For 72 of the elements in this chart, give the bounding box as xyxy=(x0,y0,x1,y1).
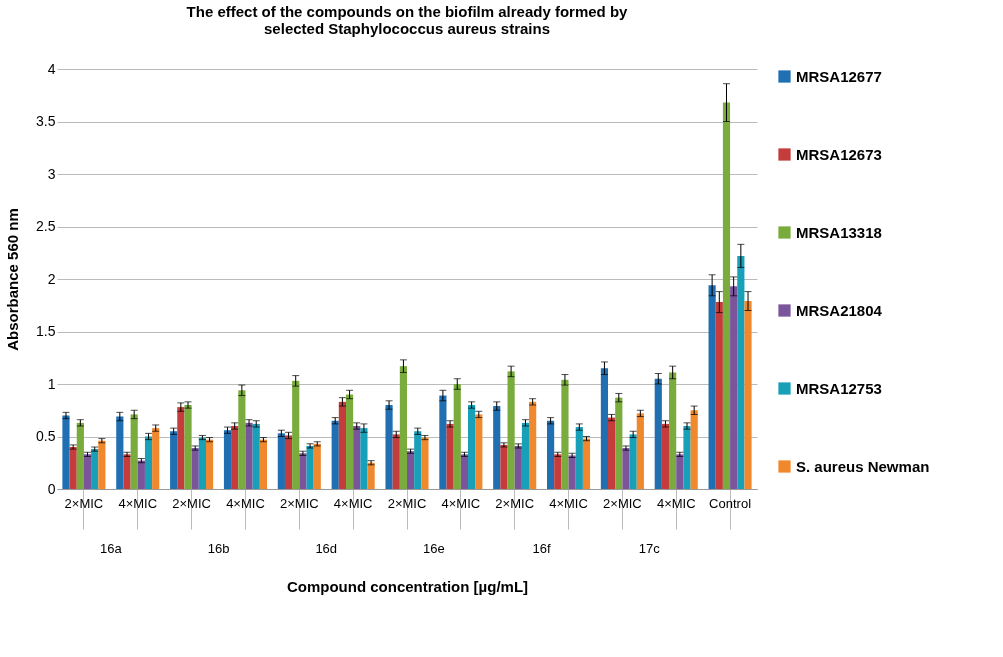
bar xyxy=(582,438,591,489)
y-tick-label: 0.5 xyxy=(36,428,56,444)
bar xyxy=(367,462,375,489)
chart-title: The effect of the compounds on the biofilm already formed by selected Staphylococcus aureus strains xyxy=(186,3,629,37)
bar xyxy=(615,397,623,489)
bar xyxy=(360,428,368,489)
bar xyxy=(493,406,501,489)
x-tick-label: 4×MIC xyxy=(441,495,481,511)
text: 17c xyxy=(638,541,661,556)
bar xyxy=(259,439,267,489)
y-tick-label: 1.5 xyxy=(36,323,56,339)
bar xyxy=(238,390,246,489)
x-tick-label: 4×MIC xyxy=(549,495,588,511)
bar xyxy=(514,445,522,489)
y-tick-label: 0 xyxy=(47,480,56,497)
bar xyxy=(345,394,354,489)
bar xyxy=(507,371,515,489)
bar xyxy=(292,380,300,489)
x-tick-label: 4×MIC xyxy=(333,495,373,511)
y-tick-label: 2.5 xyxy=(36,218,56,234)
bar xyxy=(730,286,738,489)
x-tick-label: 2×MIC xyxy=(64,495,104,511)
legend-label: MRSA21804 xyxy=(796,301,883,319)
x-axis-title: Compound concentration [µg/mL] xyxy=(286,578,529,595)
bar xyxy=(313,443,321,489)
legend-label: S. aureus Newman xyxy=(796,457,930,475)
bar xyxy=(399,366,407,489)
bar xyxy=(561,379,569,489)
bar xyxy=(439,395,447,489)
x-tick-label: 4×MIC xyxy=(118,495,158,511)
bar xyxy=(177,407,185,489)
bar xyxy=(137,460,145,489)
bar xyxy=(690,410,698,489)
legend-label: MRSA12753 xyxy=(796,379,882,397)
bar xyxy=(306,445,314,489)
bar xyxy=(205,439,214,489)
legend-label: MRSA12673 xyxy=(796,145,882,163)
text: 16a xyxy=(99,541,123,556)
y-tick-label: 2 xyxy=(47,270,56,287)
x-tick-label: Control xyxy=(709,495,752,511)
bar xyxy=(385,405,393,489)
bar xyxy=(708,285,716,489)
y-tick-label: 3 xyxy=(47,165,56,182)
x-tick-label: 4×MIC xyxy=(656,495,696,511)
bar xyxy=(737,255,745,489)
y-tick-label: 4 xyxy=(47,60,56,77)
text: 16d xyxy=(315,541,338,556)
bar xyxy=(654,378,662,489)
x-tick-label: 2×MIC xyxy=(172,495,211,511)
legend-label: MRSA13318 xyxy=(796,223,882,241)
text: 16b xyxy=(207,541,230,556)
bar xyxy=(98,440,106,489)
x-tick-label: 2×MIC xyxy=(603,495,642,511)
bar xyxy=(116,416,124,489)
bar xyxy=(669,372,677,489)
x-tick-label: 2×MIC xyxy=(279,495,319,511)
x-tick-label: 2×MIC xyxy=(387,495,427,511)
x-tick-label: 2×MIC xyxy=(495,495,535,511)
x-tick-label: 4×MIC xyxy=(226,495,265,511)
legend-label: MRSA12677 xyxy=(796,67,882,85)
y-axis-title: Absorbance 560 nm xyxy=(4,208,22,351)
bar xyxy=(130,414,138,489)
bar xyxy=(722,102,731,489)
bar xyxy=(715,302,723,489)
y-tick-label: 1 xyxy=(47,375,56,392)
bar xyxy=(600,368,609,489)
text: 16e xyxy=(423,541,445,556)
y-tick-label: 3.5 xyxy=(36,113,56,129)
bar xyxy=(453,384,461,489)
text: 16f xyxy=(532,541,552,556)
bar xyxy=(744,301,752,489)
bar xyxy=(500,444,508,489)
